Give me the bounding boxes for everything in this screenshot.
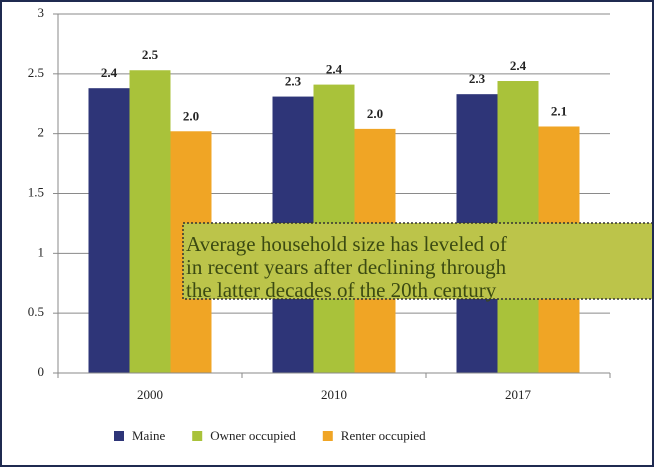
legend-label: Renter occupied: [341, 428, 426, 443]
value-label: 2.3: [285, 74, 302, 89]
x-tick-label: 2000: [137, 387, 163, 402]
y-tick-label: 2: [38, 125, 45, 140]
legend-swatch: [322, 431, 333, 441]
value-label: 2.3: [469, 71, 486, 86]
annotation-text: in recent years after declining through: [186, 255, 507, 279]
y-tick-label: 1.5: [28, 184, 44, 199]
legend-swatch: [192, 431, 203, 441]
x-tick-label: 2010: [321, 387, 347, 402]
x-tick-label: 2017: [505, 387, 532, 402]
value-label: 2.4: [510, 58, 527, 73]
annotation-text: the latter decades of the 20th century: [186, 278, 497, 302]
annotation-box: [182, 222, 654, 300]
value-label: 2.4: [101, 65, 118, 80]
bar: [88, 88, 130, 374]
value-label: 2.1: [551, 103, 567, 118]
legend-label: Owner occupied: [210, 428, 296, 443]
y-tick-label: 0.5: [28, 304, 44, 319]
y-tick-label: 1: [38, 244, 45, 259]
legend-swatch: [114, 431, 124, 441]
y-tick-label: 0: [38, 364, 45, 379]
value-label: 2.4: [326, 62, 343, 77]
value-label: 2.0: [183, 108, 199, 123]
bar: [129, 70, 171, 373]
annotation-text: Average household size has leveled of: [186, 232, 507, 256]
y-tick-label: 2.5: [28, 65, 44, 80]
value-label: 2.5: [142, 47, 159, 62]
y-tick-label: 3: [38, 5, 45, 20]
value-label: 2.0: [367, 106, 383, 121]
legend-label: Maine: [132, 428, 165, 443]
